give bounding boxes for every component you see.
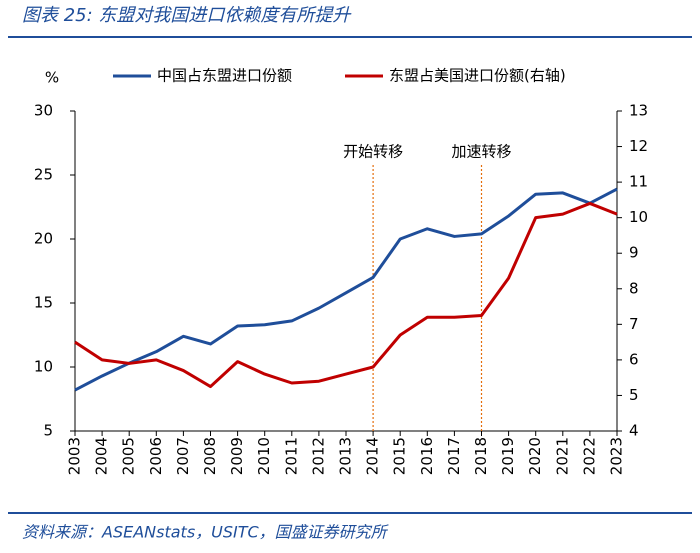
y2-tick-label: 12: [629, 137, 648, 155]
y2-tick-label: 6: [629, 350, 639, 368]
y2-tick-label: 11: [629, 173, 648, 191]
y2-tick-label: 5: [629, 386, 639, 404]
x-tick-label: 2004: [93, 437, 111, 475]
y2-tick-label: 8: [629, 279, 639, 297]
x-tick-label: 2013: [337, 437, 355, 475]
y2-tick-label: 7: [629, 315, 639, 333]
y-tick-label: 5: [43, 422, 53, 440]
x-tick-label: 2021: [553, 437, 571, 475]
series-line: [74, 187, 618, 392]
x-tick-label: 2011: [282, 437, 300, 475]
x-tick-label: 2018: [472, 437, 490, 475]
legend-label: 东盟占美国进口份额(右轴): [389, 67, 566, 85]
y-tick-label: 15: [34, 294, 53, 312]
y-axis-label: %: [45, 69, 59, 87]
y2-tick-label: 4: [629, 422, 639, 440]
x-tick-label: 2022: [580, 437, 598, 475]
annotation-text: 开始转移: [343, 143, 403, 161]
x-tick-label: 2023: [608, 437, 626, 475]
y2-tick-label: 10: [629, 208, 648, 226]
chart-title: 图表 25: 东盟对我国进口依赖度有所提升: [22, 5, 352, 26]
y2-tick-label: 13: [629, 102, 648, 120]
y-tick-label: 25: [34, 166, 53, 184]
x-tick-label: 2015: [391, 437, 409, 475]
source: 资料来源：ASEANstats，USITC，国盛证券研究所: [22, 523, 390, 542]
x-tick-label: 2006: [147, 437, 165, 475]
x-tick-label: 2010: [255, 437, 273, 475]
x-tick-label: 2012: [309, 437, 327, 475]
x-tick-label: 2019: [499, 437, 517, 475]
x-tick-label: 2007: [174, 437, 192, 475]
x-tick-label: 2005: [120, 437, 138, 475]
annotation-text: 加速转移: [451, 143, 511, 161]
y2-tick-label: 9: [629, 244, 639, 262]
x-tick-label: 2003: [66, 437, 84, 475]
x-tick-label: 2020: [526, 437, 544, 475]
x-tick-label: 2016: [418, 437, 436, 475]
y-tick-label: 30: [34, 102, 53, 120]
y-tick-label: 20: [34, 230, 53, 248]
x-tick-label: 2008: [201, 437, 219, 475]
y-tick-label: 10: [34, 358, 53, 376]
legend-label: 中国占东盟进口份额: [157, 67, 292, 85]
x-tick-label: 2014: [364, 437, 382, 475]
x-tick-label: 2009: [228, 437, 246, 475]
series-line: [74, 201, 618, 389]
x-tick-label: 2017: [445, 437, 463, 475]
